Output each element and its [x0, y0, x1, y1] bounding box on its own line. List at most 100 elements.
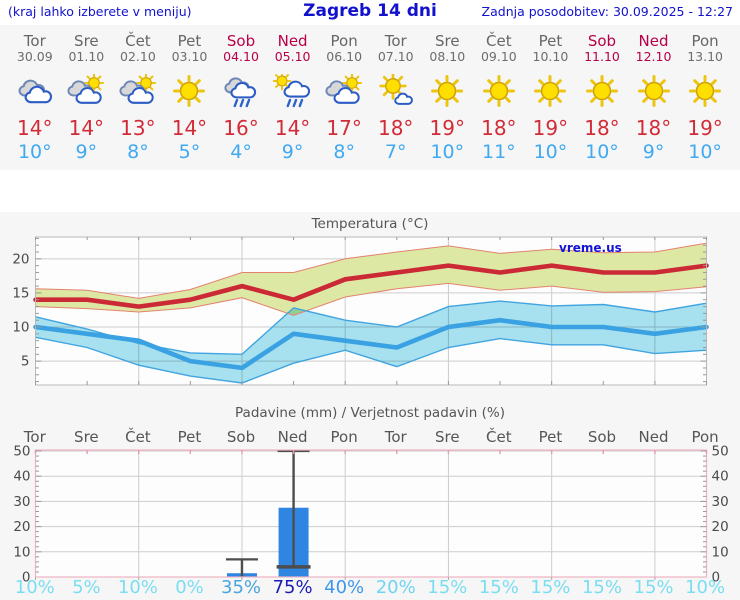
precipitation-chart-title: Padavine (mm) / Verjetnost padavin (%) [235, 405, 505, 421]
precip-probability: 10% [14, 577, 55, 598]
low-temp: 10° [17, 141, 52, 163]
low-temp: 8° [127, 141, 149, 163]
watermark-link[interactable]: vreme.us [559, 241, 622, 255]
day-date: 05.10 [274, 49, 311, 64]
day-name: Ned [277, 32, 308, 50]
day-column-1: Tor 30.09 14° 10° [9, 25, 61, 165]
high-temp: 14° [68, 116, 105, 140]
precip-day-label: Pet [177, 428, 202, 446]
precip-day-label: Ned [277, 428, 308, 446]
day-date: 03.10 [171, 49, 208, 64]
precip-day-label: Čet [486, 428, 512, 446]
low-temp: 10° [430, 141, 465, 163]
day-name: Sob [587, 32, 617, 50]
high-temp: 14° [171, 116, 208, 140]
forecast-columns: Tor 30.09 14° 10° Sre 01.10 14° 9° Čet 02.10 13° 8°… [9, 25, 731, 165]
precip-probability: 0% [175, 577, 204, 598]
low-temp: 5° [178, 141, 201, 163]
sunny-icon [479, 74, 519, 108]
precip-day-label: Tor [23, 428, 46, 446]
low-temp: 8° [333, 141, 355, 163]
low-temp: 10° [533, 141, 568, 163]
precip-probability: 75% [272, 577, 313, 598]
temperature-chart-title: Temperatura (°C) [311, 216, 429, 232]
day-name: Sob [226, 32, 256, 50]
day-name: Tor [384, 32, 407, 50]
partly-icon [118, 74, 158, 108]
cloudy-icon [15, 74, 55, 108]
day-column-10: Čet 09.10 18° 11° [473, 25, 525, 165]
high-temp: 18° [584, 116, 620, 140]
precip-day-label: Pon [691, 428, 719, 446]
precip-day-label: Sre [434, 428, 460, 446]
day-date: 30.09 [16, 49, 53, 64]
high-temp: 13° [120, 116, 156, 140]
day-name: Pon [691, 32, 719, 50]
menu-hint-note: (kraj lahko izberete v meniju) [8, 4, 192, 19]
low-temp: 4° [230, 141, 252, 163]
high-temp: 18° [377, 116, 414, 140]
page-title: Zagreb 14 dni [303, 1, 437, 21]
low-temp: 10° [688, 141, 722, 163]
low-temp: 9° [642, 141, 665, 163]
day-name: Pet [177, 32, 202, 50]
day-date: 01.10 [68, 49, 105, 64]
sunny-icon [582, 74, 622, 108]
sun-rain-icon [273, 74, 313, 108]
sunny-icon [530, 74, 570, 108]
low-temp: 10° [585, 141, 619, 163]
sunny-icon [685, 74, 725, 108]
precip-probability: 10% [117, 577, 158, 598]
low-temp: 7° [384, 141, 407, 163]
day-column-12: Sob 11.10 18° 10° [576, 25, 628, 165]
precip-probability: 15% [530, 577, 571, 598]
day-date: 04.10 [223, 49, 259, 64]
day-name: Pon [330, 32, 358, 50]
sunny-icon [169, 74, 209, 108]
day-column-3: Čet 02.10 13° 8° [112, 25, 164, 165]
day-name: Sre [74, 32, 99, 50]
high-temp: 18° [481, 116, 517, 140]
precip-probability: 15% [478, 577, 519, 598]
precip-probability-row: 10% 5% 10% 0% 35% 75% 40% 20% 15% 15% 15% 15% 15% 10% [9, 577, 731, 599]
high-temp: 16° [223, 116, 259, 140]
day-date: 08.10 [429, 49, 466, 64]
sun-cloud-icon [376, 74, 416, 108]
day-date: 06.10 [326, 49, 363, 64]
precip-probability: 40% [324, 577, 365, 598]
day-column-13: Ned 12.10 18° 9° [628, 25, 680, 165]
low-temp: 9° [281, 141, 304, 163]
low-temp: 11° [482, 141, 516, 163]
day-date: 12.10 [635, 49, 672, 64]
day-name: Ned [638, 32, 669, 50]
day-date: 13.10 [687, 49, 723, 64]
sunny-icon [634, 74, 674, 108]
day-column-11: Pet 10.10 19° 10° [525, 25, 577, 165]
high-temp: 17° [326, 116, 362, 140]
precip-day-label: Pon [330, 428, 358, 446]
day-date: 07.10 [377, 49, 414, 64]
precip-day-label: Sob [226, 428, 256, 446]
day-column-8: Tor 07.10 18° 7° [370, 25, 422, 165]
rain-icon [221, 74, 261, 108]
day-name: Tor [23, 32, 46, 50]
precip-day-label: Sob [587, 428, 617, 446]
high-temp: 14° [17, 116, 53, 140]
precip-probability: 15% [581, 577, 622, 598]
precip-day-label: Tor [384, 428, 407, 446]
precip-probability: 10% [685, 577, 726, 598]
day-column-2: Sre 01.10 14° 9° [61, 25, 113, 165]
precip-probability: 35% [221, 577, 262, 598]
last-updated: Zadnja posodobitev: 30.09.2025 - 12:27 [481, 4, 733, 19]
day-name: Pet [538, 32, 563, 50]
forecast-strip: Tor 30.09 14° 10° Sre 01.10 14° 9° Čet 02.10 13° 8°… [0, 25, 740, 170]
high-temp: 18° [635, 116, 672, 140]
day-date: 09.10 [480, 49, 517, 64]
precip-day-label: Čet [125, 428, 151, 446]
precip-probability: 15% [633, 577, 674, 598]
high-temp: 14° [274, 116, 311, 140]
day-column-14: Pon 13.10 19° 10° [679, 25, 731, 165]
day-column-4: Pet 03.10 14° 5° [164, 25, 216, 165]
day-column-5: Sob 04.10 16° 4° [215, 25, 267, 165]
